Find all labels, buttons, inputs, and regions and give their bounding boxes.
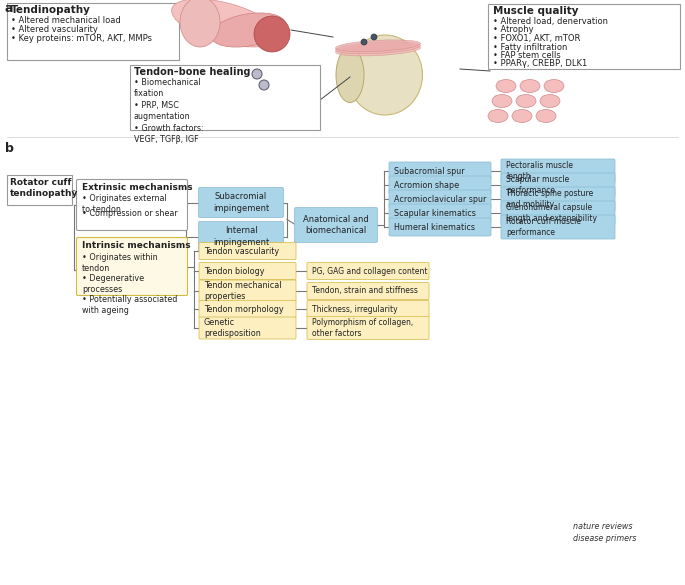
Text: Genetic
predisposition: Genetic predisposition <box>204 318 261 338</box>
Text: Subacromial spur: Subacromial spur <box>394 167 464 176</box>
Ellipse shape <box>540 95 560 108</box>
Text: Acromion shape: Acromion shape <box>394 181 459 190</box>
Ellipse shape <box>254 16 290 52</box>
Ellipse shape <box>347 35 423 115</box>
Text: • PRP, MSC
augmentation: • PRP, MSC augmentation <box>134 101 190 121</box>
Text: Muscle quality: Muscle quality <box>493 6 579 16</box>
Text: PG, GAG and collagen content: PG, GAG and collagen content <box>312 267 427 276</box>
Text: Subacromial
impingement: Subacromial impingement <box>213 192 269 212</box>
Text: • PPARγ, CREBP, DLK1: • PPARγ, CREBP, DLK1 <box>493 60 587 68</box>
Text: nature reviews
disease primers: nature reviews disease primers <box>573 522 636 543</box>
FancyBboxPatch shape <box>501 201 615 225</box>
Circle shape <box>252 69 262 79</box>
Text: Extrinsic mechanisms: Extrinsic mechanisms <box>82 183 192 192</box>
Text: Tendon vascularity: Tendon vascularity <box>204 246 279 256</box>
Text: Tendon, strain and stiffness: Tendon, strain and stiffness <box>312 287 418 295</box>
Ellipse shape <box>488 109 508 122</box>
Text: • Growth factors:
VEGF, TGFβ, IGF: • Growth factors: VEGF, TGFβ, IGF <box>134 124 203 144</box>
Ellipse shape <box>336 40 421 51</box>
Text: Thickness, irregularity: Thickness, irregularity <box>312 305 397 314</box>
Ellipse shape <box>336 42 421 54</box>
Text: Pectoralis muscle
length: Pectoralis muscle length <box>506 161 573 181</box>
FancyBboxPatch shape <box>199 263 296 280</box>
FancyBboxPatch shape <box>199 188 284 218</box>
FancyBboxPatch shape <box>389 162 491 180</box>
FancyBboxPatch shape <box>307 301 429 318</box>
Ellipse shape <box>544 80 564 92</box>
Text: • Fatty infiltration: • Fatty infiltration <box>493 43 567 51</box>
Circle shape <box>259 80 269 90</box>
FancyBboxPatch shape <box>389 190 491 208</box>
FancyBboxPatch shape <box>501 173 615 197</box>
Text: • Originates within
tendon: • Originates within tendon <box>82 253 158 273</box>
FancyBboxPatch shape <box>199 280 296 302</box>
Text: • FOXO1, AKT, mTOR: • FOXO1, AKT, mTOR <box>493 34 580 43</box>
FancyBboxPatch shape <box>7 175 72 205</box>
FancyBboxPatch shape <box>77 238 188 295</box>
FancyBboxPatch shape <box>389 204 491 222</box>
FancyBboxPatch shape <box>199 243 296 260</box>
FancyBboxPatch shape <box>307 283 429 300</box>
Ellipse shape <box>336 44 421 56</box>
Text: • Altered vascularity: • Altered vascularity <box>11 25 98 34</box>
Ellipse shape <box>520 80 540 92</box>
FancyBboxPatch shape <box>307 263 429 280</box>
Text: Internal
impingement: Internal impingement <box>213 226 269 246</box>
Text: Scapular kinematics: Scapular kinematics <box>394 208 476 218</box>
Text: Acromioclavicular spur: Acromioclavicular spur <box>394 194 486 204</box>
Text: Thoracic spine posture
and mobility: Thoracic spine posture and mobility <box>506 189 593 209</box>
FancyBboxPatch shape <box>7 3 179 60</box>
FancyBboxPatch shape <box>295 208 377 243</box>
FancyBboxPatch shape <box>501 215 615 239</box>
Text: b: b <box>5 142 14 155</box>
Text: • Altered mechanical load: • Altered mechanical load <box>11 16 121 25</box>
Text: Scapular muscle
performance: Scapular muscle performance <box>506 175 569 195</box>
FancyBboxPatch shape <box>389 176 491 194</box>
Text: Tendon biology: Tendon biology <box>204 267 264 276</box>
Text: • Potentially associated
with ageing: • Potentially associated with ageing <box>82 295 177 315</box>
Text: Tendon morphology: Tendon morphology <box>204 305 284 314</box>
Text: • Biomechanical
fixation: • Biomechanical fixation <box>134 78 201 98</box>
Ellipse shape <box>210 13 286 47</box>
Text: Rotator cuff muscle
performance: Rotator cuff muscle performance <box>506 217 581 237</box>
FancyBboxPatch shape <box>130 65 320 130</box>
Text: • Compression or shear: • Compression or shear <box>82 209 177 218</box>
FancyBboxPatch shape <box>389 218 491 236</box>
Text: Glenohumeral capsule
length and extensibility: Glenohumeral capsule length and extensib… <box>506 203 597 223</box>
Ellipse shape <box>336 47 364 102</box>
Ellipse shape <box>492 95 512 108</box>
Ellipse shape <box>536 109 556 122</box>
FancyBboxPatch shape <box>307 316 429 339</box>
Text: • FAP stem cells: • FAP stem cells <box>493 51 561 60</box>
Text: • Key proteins: mTOR, AKT, MMPs: • Key proteins: mTOR, AKT, MMPs <box>11 34 152 43</box>
Text: Intrinsic mechanisms: Intrinsic mechanisms <box>82 241 190 250</box>
Ellipse shape <box>496 80 516 92</box>
FancyBboxPatch shape <box>77 180 188 230</box>
Text: Tendon–bone healing: Tendon–bone healing <box>134 67 251 77</box>
Text: Polymorphism of collagen,
other factors: Polymorphism of collagen, other factors <box>312 318 413 338</box>
Text: • Altered load, denervation: • Altered load, denervation <box>493 17 608 26</box>
Text: a: a <box>5 2 14 15</box>
Text: Tendinopathy: Tendinopathy <box>11 5 91 15</box>
Text: Tendon mechanical
properties: Tendon mechanical properties <box>204 281 282 301</box>
Text: • Degenerative
processes: • Degenerative processes <box>82 274 144 294</box>
FancyBboxPatch shape <box>199 301 296 318</box>
Text: Humeral kinematics: Humeral kinematics <box>394 222 475 232</box>
Ellipse shape <box>512 109 532 122</box>
Text: • Originates external
to tendon: • Originates external to tendon <box>82 194 166 214</box>
FancyBboxPatch shape <box>199 317 296 339</box>
FancyBboxPatch shape <box>199 222 284 252</box>
Ellipse shape <box>172 0 278 47</box>
FancyBboxPatch shape <box>501 159 615 183</box>
Ellipse shape <box>516 95 536 108</box>
FancyBboxPatch shape <box>488 4 680 69</box>
Text: Rotator cuff
tendinopathy: Rotator cuff tendinopathy <box>10 178 78 198</box>
Circle shape <box>371 34 377 40</box>
Ellipse shape <box>180 0 220 47</box>
Text: • Atrophy: • Atrophy <box>493 26 534 35</box>
FancyBboxPatch shape <box>501 187 615 211</box>
Text: Anatomical and
biomechanical: Anatomical and biomechanical <box>303 215 369 235</box>
Circle shape <box>361 39 367 45</box>
